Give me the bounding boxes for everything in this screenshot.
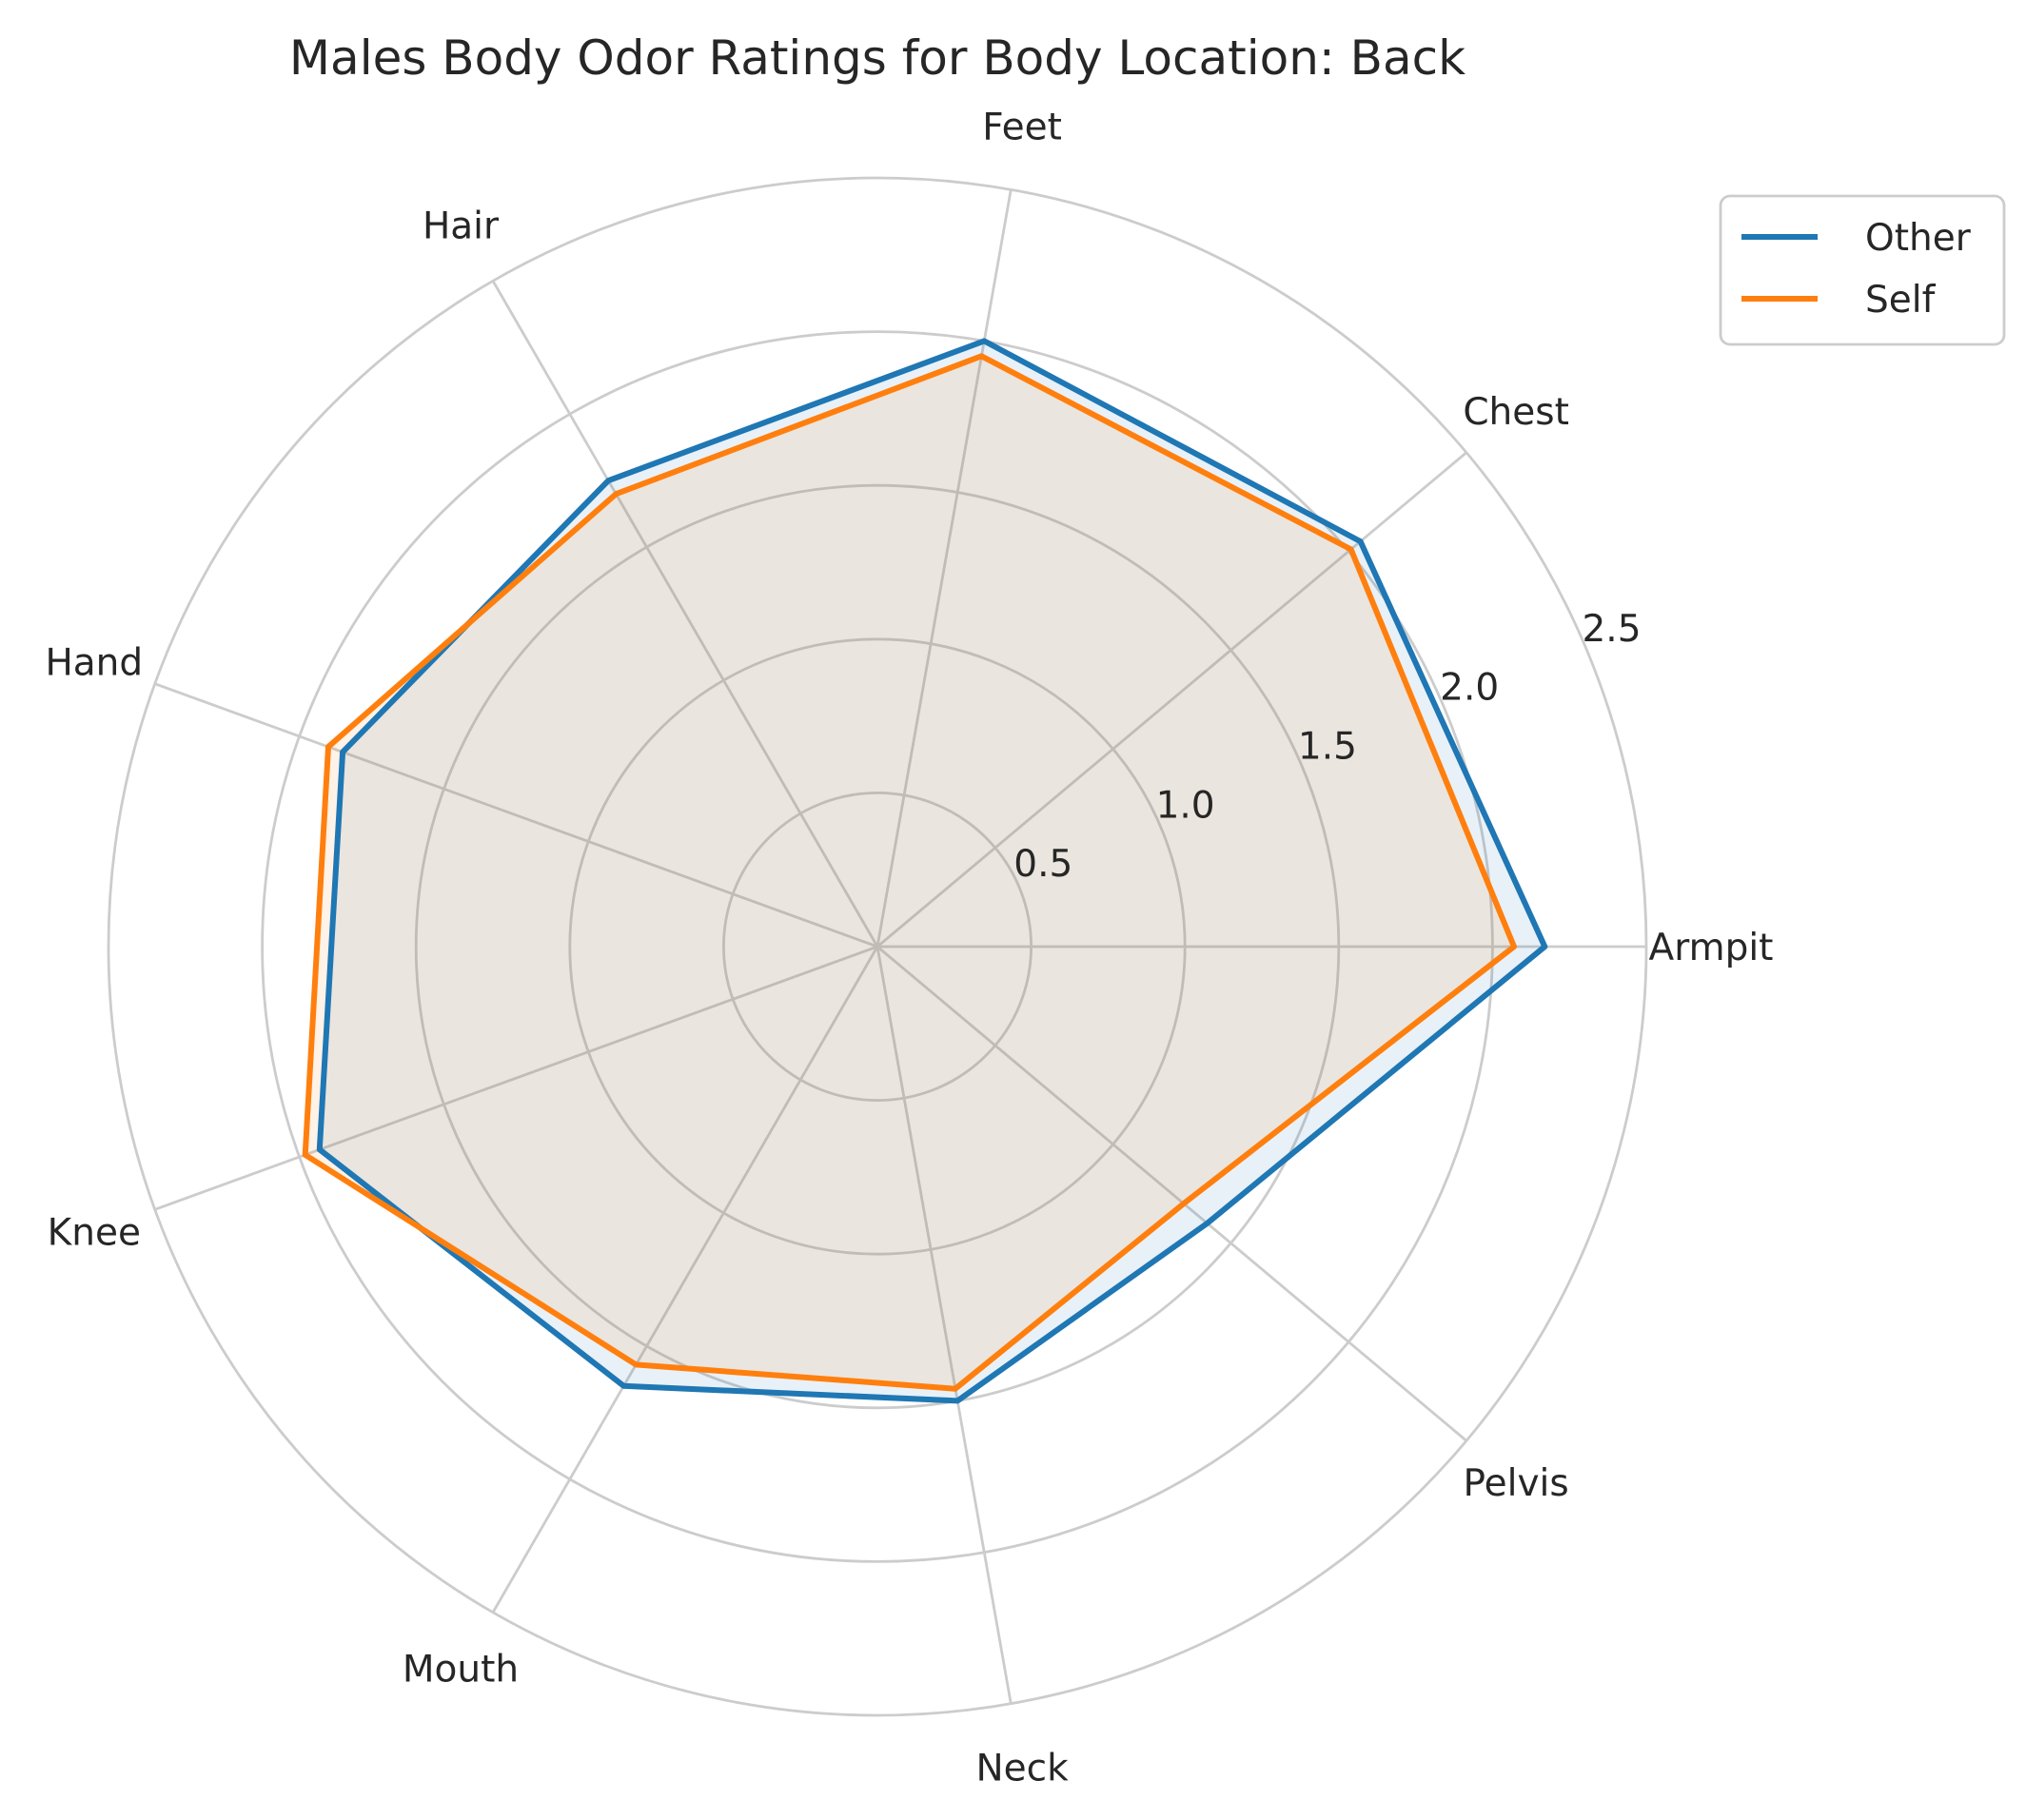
grid-spoke-mouth: [491, 946, 879, 1614]
legend-label-other: Other: [1865, 217, 1972, 260]
category-labels: Armpit Chest Feet Hair Hand Knee Mouth Neck Pelv…: [45, 106, 1773, 1790]
category-label-armpit: Armpit: [1649, 927, 1774, 969]
category-label-chest: Chest: [1463, 391, 1569, 434]
chart-title: Males Body Odor Ratings for Body Locatio…: [289, 30, 1465, 86]
series-fill-other: [319, 341, 1545, 1401]
r-tick-label: 2.5: [1582, 608, 1641, 651]
radial-tick-labels: 0.5 1.0 1.5 2.0 2.5: [1013, 608, 1641, 886]
grid-spoke-pelvis: [876, 945, 1467, 1442]
legend: Other Self: [1719, 194, 2006, 346]
grid-spoke-chest: [876, 451, 1467, 949]
r-tick-label: 1.5: [1298, 726, 1357, 769]
category-label-mouth: Mouth: [403, 1649, 519, 1692]
grid-spoke-knee: [154, 945, 878, 1211]
category-label-hand: Hand: [45, 641, 143, 684]
polar-grid: [107, 176, 1648, 1717]
category-label-neck: Neck: [975, 1748, 1069, 1791]
category-label-pelvis: Pelvis: [1463, 1462, 1568, 1505]
grid-spoke-hand: [154, 682, 878, 949]
r-tick-label: 1.0: [1156, 784, 1215, 827]
legend-label-self: Self: [1865, 279, 1937, 322]
category-label-feet: Feet: [982, 106, 1062, 148]
r-tick-label: 0.5: [1013, 843, 1072, 886]
series-lines: [302, 338, 1548, 1404]
r-tick-label: 2.0: [1440, 667, 1499, 710]
series-line-other: [316, 338, 1548, 1404]
category-label-knee: Knee: [48, 1212, 141, 1255]
legend-frame: [1719, 194, 2006, 346]
series-line-self: [302, 353, 1517, 1392]
series-fill-self: [305, 356, 1515, 1389]
category-label-hair: Hair: [423, 205, 500, 247]
grid-spoke-neck: [875, 946, 1013, 1704]
grid-spoke-feet: [875, 189, 1013, 948]
series-fills: [305, 341, 1545, 1401]
grid-spoke-hair: [491, 280, 879, 948]
